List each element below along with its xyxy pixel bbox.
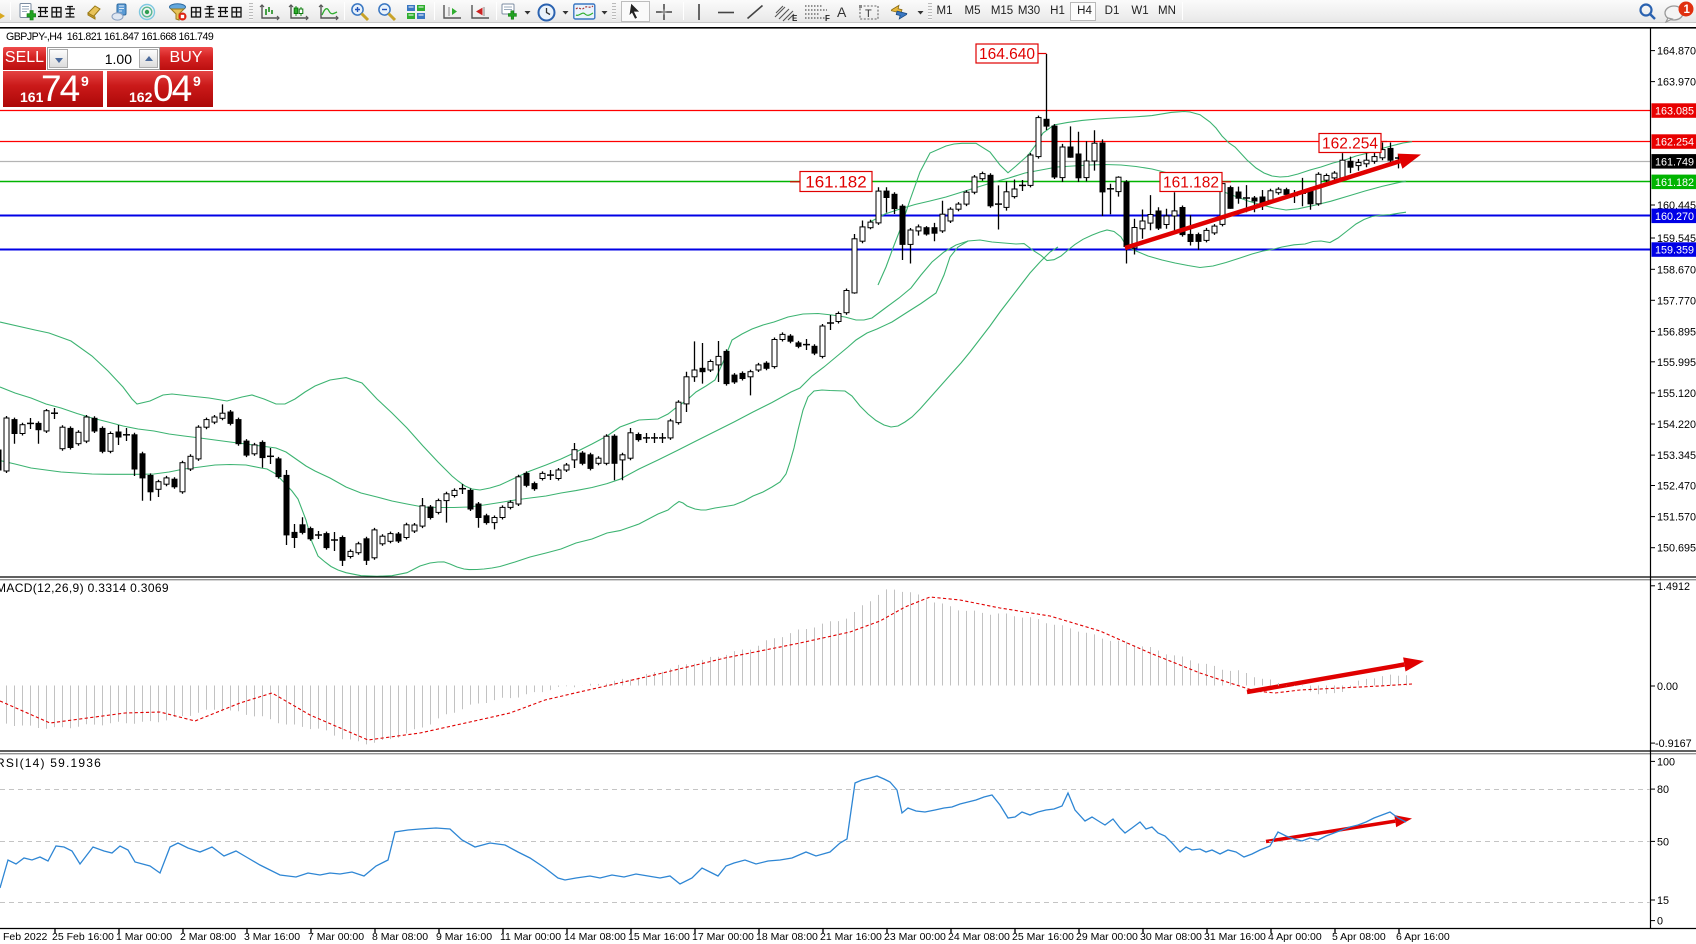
svg-text:160.270: 160.270 xyxy=(1655,211,1694,223)
svg-text:15: 15 xyxy=(1657,895,1669,907)
svg-text:RSI(14) 59.1936: RSI(14) 59.1936 xyxy=(0,756,102,770)
svg-text:151.570: 151.570 xyxy=(1657,512,1696,524)
svg-text:157.770: 157.770 xyxy=(1657,295,1696,307)
svg-text:17 Mar 00:00: 17 Mar 00:00 xyxy=(692,931,754,943)
svg-text:162.254: 162.254 xyxy=(1655,137,1694,149)
svg-text:7 Mar 00:00: 7 Mar 00:00 xyxy=(308,931,364,943)
svg-text:152.470: 152.470 xyxy=(1657,481,1696,493)
svg-text:14 Mar 08:00: 14 Mar 08:00 xyxy=(564,931,626,943)
svg-text:80: 80 xyxy=(1657,784,1669,796)
svg-text:18 Mar 08:00: 18 Mar 08:00 xyxy=(756,931,818,943)
svg-text:29 Mar 00:00: 29 Mar 00:00 xyxy=(1076,931,1138,943)
svg-text:T: T xyxy=(865,8,872,20)
svg-text:1: 1 xyxy=(1684,4,1691,16)
svg-text:159.545: 159.545 xyxy=(1657,233,1696,245)
svg-text:GBPJPY-,H4 161.821 161.847 16: GBPJPY-,H4 161.821 161.847 161.668 161.7… xyxy=(6,31,214,43)
svg-text:0.00: 0.00 xyxy=(1657,681,1678,693)
svg-text:5 Apr 08:00: 5 Apr 08:00 xyxy=(1332,931,1386,943)
svg-text:8 Mar 08:00: 8 Mar 08:00 xyxy=(372,931,428,943)
svg-text:3 Mar 16:00: 3 Mar 16:00 xyxy=(244,931,300,943)
svg-text:MACD(12,26,9) 0.3314 0.3069: MACD(12,26,9) 0.3314 0.3069 xyxy=(0,581,169,595)
svg-text:Feb 2022: Feb 2022 xyxy=(3,931,48,943)
svg-text:163.970: 163.970 xyxy=(1657,77,1696,89)
svg-text:F: F xyxy=(825,14,830,22)
svg-text:4 Apr 00:00: 4 Apr 00:00 xyxy=(1268,931,1322,943)
svg-text:-0.9167: -0.9167 xyxy=(1655,738,1692,750)
svg-text:161.182: 161.182 xyxy=(805,173,866,192)
svg-text:9 Mar 16:00: 9 Mar 16:00 xyxy=(436,931,492,943)
svg-text:164.640: 164.640 xyxy=(979,46,1035,63)
svg-text:31 Mar 16:00: 31 Mar 16:00 xyxy=(1204,931,1266,943)
svg-text:30 Mar 08:00: 30 Mar 08:00 xyxy=(1140,931,1202,943)
svg-text:21 Mar 16:00: 21 Mar 16:00 xyxy=(820,931,882,943)
svg-text:159.359: 159.359 xyxy=(1655,245,1694,257)
svg-text:156.895: 156.895 xyxy=(1657,326,1696,338)
svg-text:1 Mar 00:00: 1 Mar 00:00 xyxy=(116,931,172,943)
svg-text:11 Mar 00:00: 11 Mar 00:00 xyxy=(500,931,561,943)
svg-text:2 Mar 08:00: 2 Mar 08:00 xyxy=(180,931,236,943)
svg-text:100: 100 xyxy=(1657,756,1675,768)
svg-text:23 Mar 00:00: 23 Mar 00:00 xyxy=(884,931,946,943)
svg-text:50: 50 xyxy=(1657,836,1669,848)
svg-text:153.345: 153.345 xyxy=(1657,450,1696,462)
svg-text:164.870: 164.870 xyxy=(1657,46,1696,58)
svg-text:161.182: 161.182 xyxy=(1163,175,1219,192)
svg-text:163.085: 163.085 xyxy=(1655,106,1694,118)
svg-text:25 Mar 16:00: 25 Mar 16:00 xyxy=(1012,931,1074,943)
svg-text:6 Apr 16:00: 6 Apr 16:00 xyxy=(1396,931,1450,943)
svg-text:15 Mar 16:00: 15 Mar 16:00 xyxy=(628,931,690,943)
svg-text:0: 0 xyxy=(1657,916,1663,928)
svg-text:25 Feb 16:00: 25 Feb 16:00 xyxy=(52,931,114,943)
svg-text:154.220: 154.220 xyxy=(1657,419,1696,431)
svg-text:24 Mar 08:00: 24 Mar 08:00 xyxy=(948,931,1010,943)
svg-text:E: E xyxy=(792,14,798,22)
svg-text:161.749: 161.749 xyxy=(1655,156,1694,168)
svg-text:158.670: 158.670 xyxy=(1657,264,1696,276)
svg-text:162.254: 162.254 xyxy=(1322,136,1378,153)
svg-text:155.995: 155.995 xyxy=(1657,357,1696,369)
svg-text:155.120: 155.120 xyxy=(1657,388,1696,400)
svg-text:161.182: 161.182 xyxy=(1655,177,1694,189)
svg-text:1.4912: 1.4912 xyxy=(1657,581,1690,593)
svg-text:150.695: 150.695 xyxy=(1657,543,1696,555)
